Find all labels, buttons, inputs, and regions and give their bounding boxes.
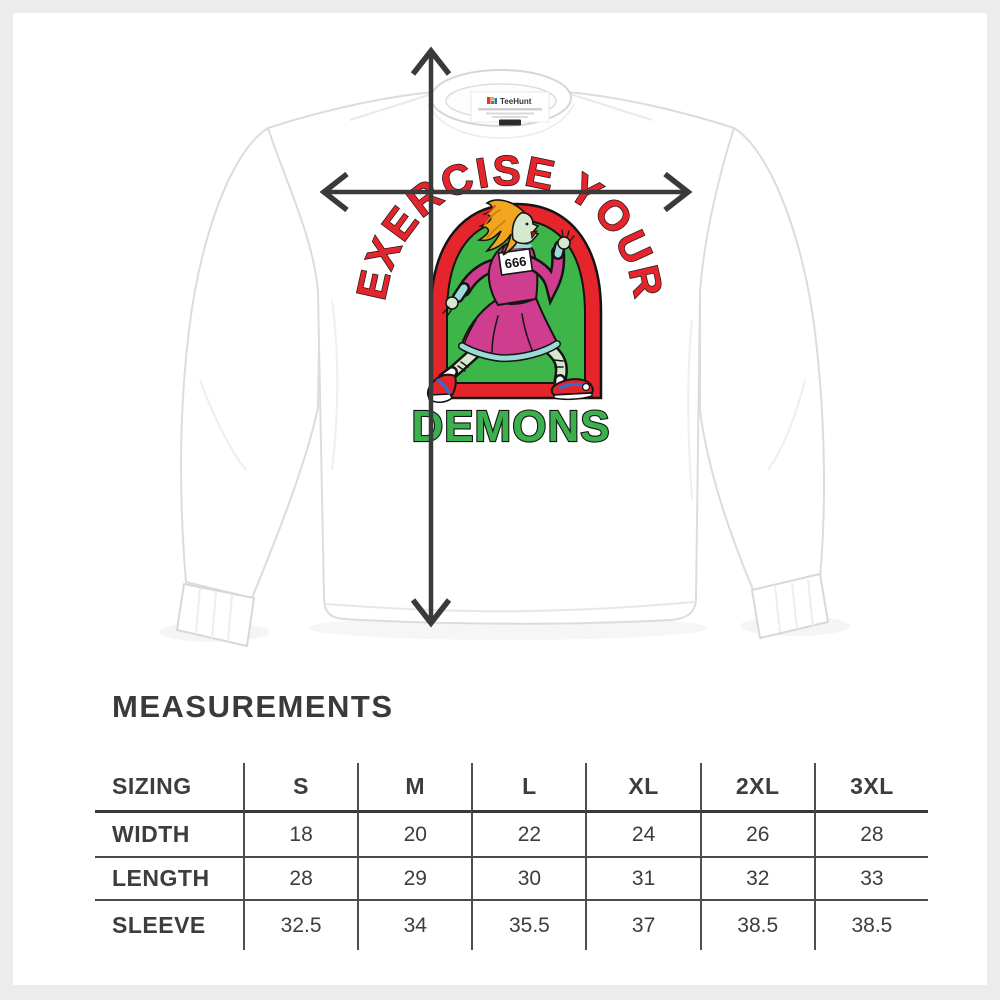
runner-illustration: 666 <box>426 199 594 403</box>
header-cell-size: L <box>471 763 586 813</box>
back-sneaker <box>426 373 457 403</box>
header-cell-size: S <box>243 763 358 813</box>
brand-name: TeeHunt <box>500 97 532 106</box>
row-label-width: WIDTH <box>95 813 243 858</box>
cell-value: 28 <box>813 813 928 858</box>
width-arrow-icon <box>319 171 693 213</box>
cell-value: 30 <box>471 858 586 901</box>
race-bib: 666 <box>497 247 534 276</box>
front-sneaker <box>550 378 594 401</box>
row-label-sleeve: SLEEVE <box>112 912 206 938</box>
header-cell-size: XL <box>585 763 700 813</box>
measurement-arrows <box>319 46 693 628</box>
row-label-length: LENGTH <box>95 858 243 901</box>
cell-value: 32 <box>699 858 814 901</box>
size-table: SIZING S M L XL 2XL 3XL WIDTH 18 20 22 2… <box>95 763 928 950</box>
header-cell-sizing: SIZING <box>95 763 243 813</box>
brand-logo-icon <box>487 97 497 104</box>
cell-value: 37 <box>585 901 699 950</box>
cell-value: 22 <box>471 813 586 858</box>
shoulder-seams <box>349 92 653 121</box>
cell-value: 20 <box>357 813 472 858</box>
cell-value: 38.5 <box>699 901 814 950</box>
cell-value: 32.5 <box>243 901 357 950</box>
cell-value: 35.5 <box>471 901 585 950</box>
cell-value: 31 <box>585 858 700 901</box>
length-arrow-icon <box>410 46 452 628</box>
right-sleeve <box>699 127 829 639</box>
tag-microtext-line <box>478 108 542 111</box>
cell-value: 38.5 <box>813 901 928 950</box>
cell-value: 29 <box>357 858 472 901</box>
cell-value: 33 <box>813 858 928 901</box>
cell-value: 28 <box>243 858 358 901</box>
header-cell-size: M <box>357 763 472 813</box>
runner-mouth <box>530 230 539 240</box>
bib-number: 666 <box>504 253 528 271</box>
size-chip <box>499 119 521 126</box>
cell-value: 24 <box>585 813 700 858</box>
cell-value: 26 <box>699 813 814 858</box>
print-demons-text: DEMONS <box>411 402 610 451</box>
cell-value: 18 <box>243 813 358 858</box>
left-sleeve <box>176 127 321 647</box>
header-cell-size: 3XL <box>813 763 928 813</box>
brand-tag: TeeHunt <box>470 91 550 126</box>
cell-value: 34 <box>357 901 471 950</box>
measurements-title: MEASUREMENTS <box>112 689 394 724</box>
tag-microtext-line <box>486 112 534 115</box>
tag-microtext-line <box>492 116 528 118</box>
header-cell-size: 2XL <box>699 763 814 813</box>
